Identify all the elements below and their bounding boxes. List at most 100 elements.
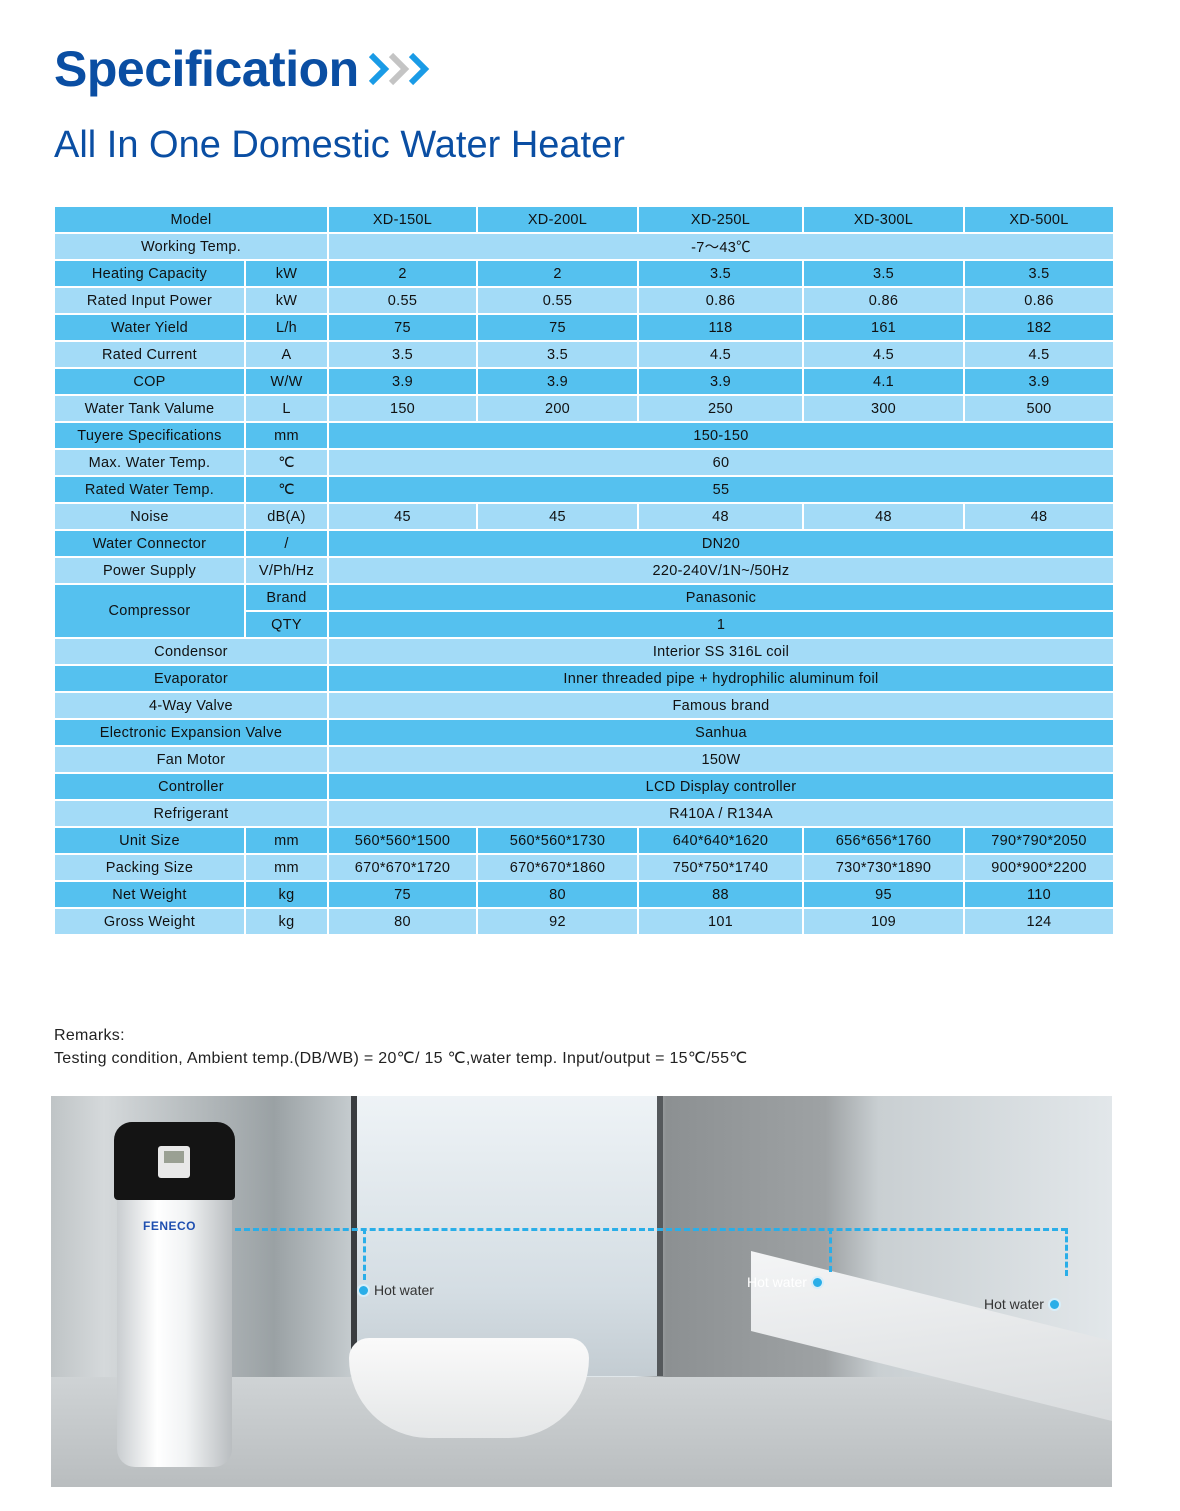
row-value: 3.9 (476, 367, 639, 396)
row-label: 4-Way Valve (53, 691, 329, 720)
row-unit: ℃ (244, 448, 329, 477)
row-value: 2 (476, 259, 639, 288)
row-value: 200 (476, 394, 639, 423)
row-label: Compressor (53, 583, 246, 639)
hot-water-label-basin-2: Hot water (984, 1296, 1061, 1312)
row-label: Max. Water Temp. (53, 448, 246, 477)
row-value: 55 (327, 475, 1115, 504)
row-value: 101 (637, 907, 804, 936)
row-value: 95 (802, 880, 965, 909)
pipe-line-tub (363, 1228, 366, 1280)
lcd-display-icon (158, 1146, 190, 1178)
table-row: Water Tank Valume L 150 200 250 300 500 (53, 394, 1115, 423)
window (351, 1096, 663, 1376)
table-row: Net Weight kg 75 80 88 95 110 (53, 880, 1115, 909)
row-value: -7～43℃ (327, 232, 1115, 261)
remarks-text: Testing condition, Ambient temp.(DB/WB) … (54, 1050, 748, 1067)
table-row: Rated Current A 3.5 3.5 4.5 4.5 4.5 (53, 340, 1115, 369)
table-row: Evaporator Inner threaded pipe + hydrophi… (53, 664, 1115, 693)
row-label: Fan Motor (53, 745, 329, 774)
row-value: 3.9 (963, 367, 1115, 396)
row-unit: QTY (244, 610, 329, 639)
table-row: Tuyere Specifications mm 150-150 (53, 421, 1115, 450)
product-scene-image: FENECO Hot water Hot water Hot water (51, 1096, 1112, 1487)
table-row: Rated Input Power kW 0.55 0.55 0.86 0.86 0.86 (53, 286, 1115, 315)
row-unit: kW (244, 259, 329, 288)
row-value: 670*670*1860 (476, 853, 639, 882)
row-label: Rated Water Temp. (53, 475, 246, 504)
title-text: Specification (54, 41, 359, 97)
row-value: 560*560*1730 (476, 826, 639, 855)
row-value: 750*750*1740 (637, 853, 804, 882)
row-value: 3.5 (802, 259, 965, 288)
row-value: Sanhua (327, 718, 1115, 747)
table-header-row: Model XD-150L XD-200L XD-250L XD-300L XD-500L (53, 205, 1115, 234)
hot-water-label-tub: Hot water (357, 1282, 434, 1298)
row-label: Packing Size (53, 853, 246, 882)
row-label: Evaporator (53, 664, 329, 693)
hot-water-label-basin-1: Hot water (747, 1274, 824, 1290)
row-label: Condensor (53, 637, 329, 666)
row-unit: V/Ph/Hz (244, 556, 329, 585)
pipe-line-basin-1 (829, 1228, 832, 1272)
row-value: 3.5 (476, 340, 639, 369)
row-value: 670*670*1720 (327, 853, 478, 882)
table-row: Max. Water Temp. ℃ 60 (53, 448, 1115, 477)
table-row: QTY 1 (54, 610, 1115, 639)
row-value: 118 (637, 313, 804, 342)
row-value: 300 (802, 394, 965, 423)
table-row: Gross Weight kg 80 92 101 109 124 (53, 907, 1115, 936)
table-row: Working Temp. -7～43℃ (53, 232, 1115, 261)
label-text: Hot water (374, 1282, 434, 1298)
page-subtitle: All In One Domestic Water Heater (54, 124, 625, 166)
row-label: Water Connector (53, 529, 246, 558)
row-value: 92 (476, 907, 639, 936)
row-value: 900*900*2200 (963, 853, 1115, 882)
row-value: 3.9 (327, 367, 478, 396)
remarks-title: Remarks: (54, 1027, 125, 1044)
table-row: Controller LCD Display controller (53, 772, 1115, 801)
row-value: 1 (327, 610, 1115, 639)
row-value: 0.86 (963, 286, 1115, 315)
row-label: COP (53, 367, 246, 396)
row-value: 60 (327, 448, 1115, 477)
row-unit: kg (244, 880, 329, 909)
row-value: DN20 (327, 529, 1115, 558)
row-unit: A (244, 340, 329, 369)
row-value: 80 (327, 907, 478, 936)
row-label: Noise (53, 502, 246, 531)
row-unit: mm (244, 421, 329, 450)
row-label: Controller (53, 772, 329, 801)
row-label: Power Supply (53, 556, 246, 585)
row-value: Famous brand (327, 691, 1115, 720)
row-value: 48 (963, 502, 1115, 531)
table-row: Unit Size mm 560*560*1500 560*560*1730 640*6… (53, 826, 1115, 855)
row-value: 48 (802, 502, 965, 531)
row-value: 3.5 (327, 340, 478, 369)
row-value: 250 (637, 394, 804, 423)
row-label: Electronic Expansion Valve (53, 718, 329, 747)
row-value: 75 (327, 313, 478, 342)
row-unit: kg (244, 907, 329, 936)
row-label: Water Tank Valume (53, 394, 246, 423)
row-value: 4.1 (802, 367, 965, 396)
row-value: 110 (963, 880, 1115, 909)
row-value: 656*656*1760 (802, 826, 965, 855)
water-heater-tank (114, 1122, 235, 1467)
row-value: 75 (327, 880, 478, 909)
table-row: Refrigerant R410A / R134A (53, 799, 1115, 828)
row-label: Net Weight (53, 880, 246, 909)
table-row: Rated Water Temp. ℃ 55 (53, 475, 1115, 504)
label-text: Hot water (747, 1274, 807, 1290)
row-value: 88 (637, 880, 804, 909)
row-value: 109 (802, 907, 965, 936)
row-unit: ℃ (244, 475, 329, 504)
row-label: Refrigerant (53, 799, 329, 828)
page-title: Specification (54, 40, 431, 98)
row-value: 0.86 (802, 286, 965, 315)
header-model: XD-300L (802, 205, 965, 234)
header-label: Model (53, 205, 329, 234)
table-row: Electronic Expansion Valve Sanhua (53, 718, 1115, 747)
row-label: Working Temp. (53, 232, 329, 261)
row-label: Tuyere Specifications (53, 421, 246, 450)
